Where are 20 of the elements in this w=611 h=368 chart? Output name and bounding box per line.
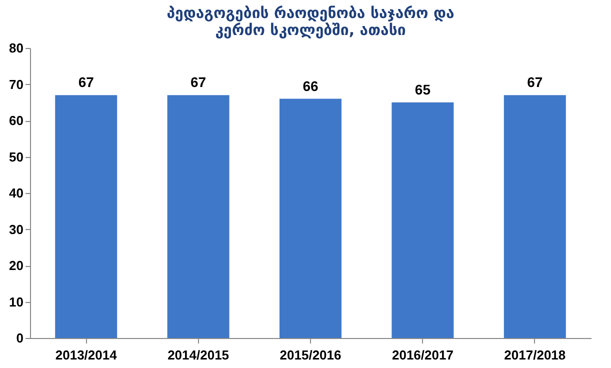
y-tick-label: 60 (9, 113, 24, 128)
y-tick-label: 10 (9, 294, 24, 310)
chart-title: პედაგოგების რაოდენობა საჯარო და კერძო სკოლებში, ათასი (166, 4, 454, 39)
x-tick-label: 2014/2015 (168, 348, 230, 362)
y-tick-label: 30 (9, 222, 24, 237)
x-tick-label: 2016/2017 (392, 348, 454, 362)
data-label: 66 (302, 78, 318, 94)
y-tick-label: 0 (16, 330, 24, 346)
x-tick-label: 2017/2018 (504, 348, 566, 362)
y-tick-label: 80 (9, 40, 24, 56)
y-tick-label: 50 (9, 149, 24, 164)
data-label: 65 (414, 81, 431, 98)
x-tick-label: 2015/2016 (280, 348, 342, 362)
y-tick-label: 40 (9, 186, 24, 200)
x-tick-label: 2013/2014 (55, 348, 118, 362)
y-tick-label: 70 (9, 76, 24, 92)
data-label: 67 (190, 74, 206, 90)
data-label: 67 (78, 74, 94, 90)
y-tick-label: 20 (9, 258, 24, 273)
data-label: 67 (527, 74, 543, 90)
